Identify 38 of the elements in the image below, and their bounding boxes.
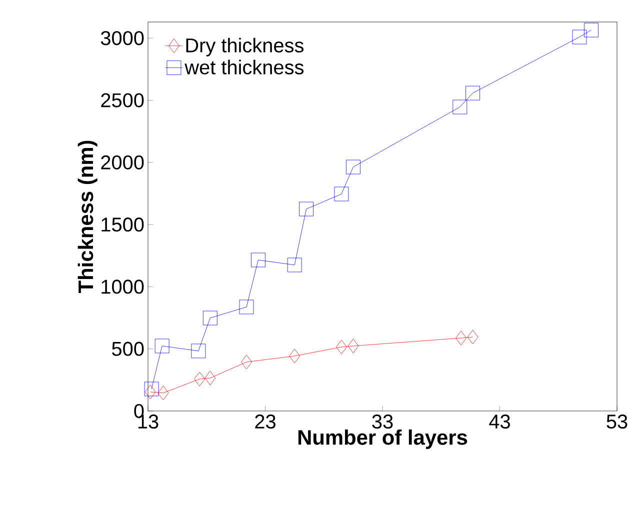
point <box>456 330 467 346</box>
point <box>287 258 302 272</box>
legend-label: wet thickness <box>184 60 304 74</box>
point <box>154 338 170 354</box>
y-tick-label: 2500 <box>101 93 144 108</box>
y-tick-label: 2000 <box>101 155 144 170</box>
x-tick-label: 43 <box>489 414 510 429</box>
x-tick-label: 33 <box>372 414 393 429</box>
y-axis-title: Thickness (nm) <box>78 140 98 293</box>
point <box>241 354 252 370</box>
point <box>299 202 314 216</box>
x-axis-title: Number of layers <box>298 429 468 449</box>
point <box>584 22 598 38</box>
point <box>194 372 206 386</box>
x-tick-label: 53 <box>606 414 628 429</box>
point <box>467 330 478 344</box>
y-tick-label: 3000 <box>100 31 144 46</box>
point <box>572 30 587 44</box>
point <box>202 310 218 326</box>
point <box>348 338 359 354</box>
point <box>158 386 169 400</box>
y-tick-label: 500 <box>112 342 144 356</box>
point <box>336 340 347 354</box>
legend-label: Dry thickness <box>186 38 304 56</box>
point <box>144 384 156 400</box>
point <box>251 252 266 268</box>
point <box>466 86 480 100</box>
point <box>452 100 468 114</box>
x-tick-label: 23 <box>255 414 276 429</box>
point <box>334 186 349 202</box>
point <box>289 348 300 364</box>
point <box>144 382 159 396</box>
point <box>346 160 360 174</box>
y-tick-label: 1500 <box>102 218 144 232</box>
point <box>191 344 206 358</box>
y-tick-label: 1000 <box>102 280 144 294</box>
point <box>204 370 216 386</box>
point <box>239 300 254 314</box>
